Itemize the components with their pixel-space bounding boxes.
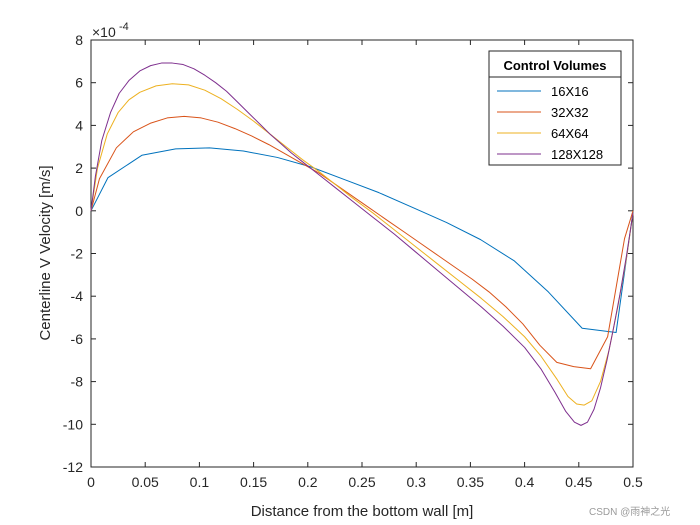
x-tick-label: 0.3 <box>406 474 426 490</box>
x-tick-label: 0.15 <box>240 474 267 490</box>
y-exponent-base: ×10 <box>92 24 116 40</box>
legend-label-16x16: 16X16 <box>551 84 589 99</box>
x-tick-label: 0.35 <box>457 474 484 490</box>
series-line-16x16 <box>90 147 634 333</box>
x-tick-label: 0.2 <box>298 474 318 490</box>
y-axis-label: Centerline V Velocity [m/s] <box>37 165 54 340</box>
y-tick-label: -6 <box>71 331 84 347</box>
legend-label-64x64: 64X64 <box>551 126 589 141</box>
y-tick-label: -12 <box>63 459 83 475</box>
y-tick-label: -4 <box>71 288 84 304</box>
y-tick-label: 4 <box>75 117 83 133</box>
y-tick-label: -2 <box>71 246 84 262</box>
y-tick-label: 6 <box>75 75 83 91</box>
y-exponent-power: -4 <box>119 21 129 33</box>
legend-title: Control Volumes <box>503 58 606 73</box>
legend-label-32x32: 32X32 <box>551 105 589 120</box>
x-tick-label: 0.5 <box>623 474 643 490</box>
y-tick-label: -10 <box>63 416 83 432</box>
x-tick-label: 0.05 <box>132 474 159 490</box>
x-tick-label: 0.4 <box>515 474 535 490</box>
series-line-32x32 <box>90 115 634 370</box>
watermark: CSDN @雨神之光 <box>589 505 670 518</box>
x-tick-label: 0.25 <box>348 474 375 490</box>
x-tick-label: 0.1 <box>190 474 210 490</box>
y-exponent-label: ×10 -4 <box>92 21 129 40</box>
y-tick-label: 2 <box>75 160 83 176</box>
x-tick-label: 0 <box>87 474 95 490</box>
y-tick-label: 8 <box>75 32 83 48</box>
series-line-64x64 <box>90 83 634 406</box>
legend-box <box>488 50 622 166</box>
y-tick-label: -8 <box>71 374 84 390</box>
legend-label-128x128: 128X128 <box>551 147 603 162</box>
y-tick-label: 0 <box>75 203 83 219</box>
x-axis-label: Distance from the bottom wall [m] <box>251 503 474 520</box>
series-line-128x128 <box>90 62 634 426</box>
x-tick-label: 0.45 <box>565 474 592 490</box>
legend: Control Volumes 16X16 32X32 64X64 128X128 <box>488 50 622 166</box>
